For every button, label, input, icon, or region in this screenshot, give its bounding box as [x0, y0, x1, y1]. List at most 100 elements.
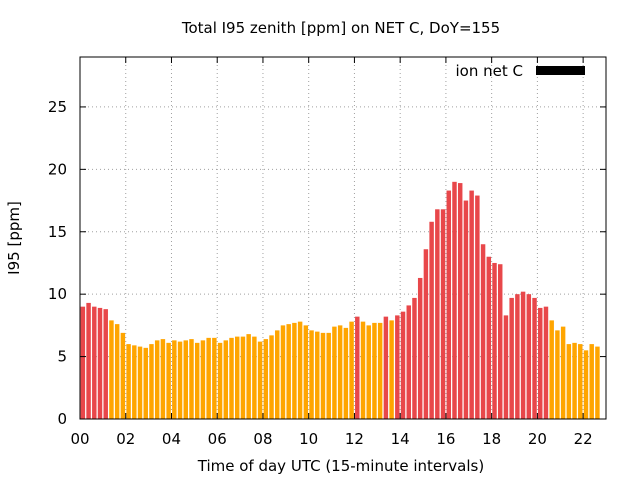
bar: [103, 309, 108, 419]
bar: [429, 221, 434, 419]
bar: [257, 341, 263, 419]
bar: [269, 335, 274, 419]
bar: [435, 209, 440, 419]
bar: [303, 325, 309, 419]
bar: [183, 340, 189, 419]
bar: [280, 325, 286, 419]
bar: [560, 326, 566, 419]
bar: [332, 326, 337, 419]
bar: [189, 339, 194, 419]
x-tick-label: 22: [574, 430, 593, 448]
bar: [480, 244, 486, 419]
bar: [194, 342, 200, 419]
axis-ticks: 00 02 04 06 08 10 12 14 16 18 20 22 0 5 10 15 20 25: [48, 57, 606, 448]
bar: [217, 342, 223, 419]
bar: [137, 346, 143, 419]
bar: [355, 316, 360, 419]
bar: [377, 322, 383, 419]
bar: [595, 346, 600, 419]
bar: [457, 183, 463, 419]
bar: [366, 325, 371, 419]
x-tick-label: 00: [70, 430, 89, 448]
chart-title: Total I95 zenith [ppm] on NET C, DoY=155: [181, 19, 500, 37]
bar: [360, 321, 366, 419]
bar: [549, 320, 554, 419]
bar: [526, 294, 532, 419]
bar: [463, 200, 469, 419]
bar: [132, 345, 137, 419]
bar: [543, 306, 549, 419]
x-tick-label: 12: [345, 430, 364, 448]
bar: [400, 311, 406, 419]
bar: [160, 339, 166, 419]
bar: [406, 305, 411, 419]
bar: [326, 332, 331, 419]
bar: [177, 341, 183, 419]
bar: [309, 330, 314, 419]
bar: [469, 190, 474, 419]
y-tick-label: 15: [48, 223, 67, 241]
bar: [349, 321, 354, 419]
y-tick-label: 5: [57, 348, 67, 366]
bar: [446, 190, 452, 419]
bar: [320, 332, 326, 419]
bar: [492, 262, 497, 419]
bar: [80, 306, 86, 419]
y-tick-label: 0: [57, 410, 67, 428]
bar: [566, 344, 572, 419]
bar: [538, 307, 543, 419]
bar: [343, 327, 349, 419]
bar: [172, 340, 177, 419]
x-tick-label: 04: [162, 430, 181, 448]
bar: [589, 344, 594, 419]
x-tick-label: 08: [253, 430, 272, 448]
bar: [520, 291, 526, 419]
bar: [475, 195, 480, 419]
y-tick-label: 10: [48, 285, 67, 303]
y-tick-label: 25: [48, 98, 67, 116]
x-tick-label: 06: [208, 430, 227, 448]
bar: [497, 264, 503, 419]
plot-frame: [79, 56, 607, 420]
x-tick-label: 16: [436, 430, 455, 448]
bar: [372, 322, 377, 419]
bar: [315, 331, 320, 419]
bar: [149, 344, 154, 419]
bar: [423, 249, 429, 419]
bar: [229, 337, 234, 419]
x-tick-label: 14: [391, 430, 410, 448]
legend: ion net C: [456, 62, 585, 80]
bar: [143, 347, 148, 419]
bar: [337, 325, 343, 419]
bar: [246, 334, 251, 419]
bar: [515, 294, 520, 419]
bar: [252, 336, 257, 419]
legend-swatch: [536, 66, 585, 75]
x-tick-label: 20: [528, 430, 547, 448]
x-axis-label: Time of day UTC (15-minute intervals): [197, 457, 484, 475]
bar: [572, 342, 577, 419]
bar: [114, 324, 120, 419]
bar: [154, 340, 160, 419]
x-tick-label: 18: [482, 430, 501, 448]
bars: [80, 181, 600, 419]
bar: [503, 315, 509, 419]
x-tick-label: 02: [116, 430, 135, 448]
bar: [452, 181, 457, 419]
bar: [120, 332, 126, 419]
bar: [212, 337, 217, 419]
bar: [583, 350, 589, 419]
bar: [412, 297, 417, 419]
bar: [126, 344, 131, 419]
y-axis-label: I95 [ppm]: [5, 201, 23, 275]
bar: [509, 297, 514, 419]
bar: [417, 277, 423, 419]
bar: [395, 315, 400, 419]
bar: [200, 340, 206, 419]
bar: [440, 209, 446, 419]
bar: [532, 297, 537, 419]
bar: [223, 340, 229, 419]
bar: [555, 330, 560, 419]
bar: [263, 339, 269, 419]
